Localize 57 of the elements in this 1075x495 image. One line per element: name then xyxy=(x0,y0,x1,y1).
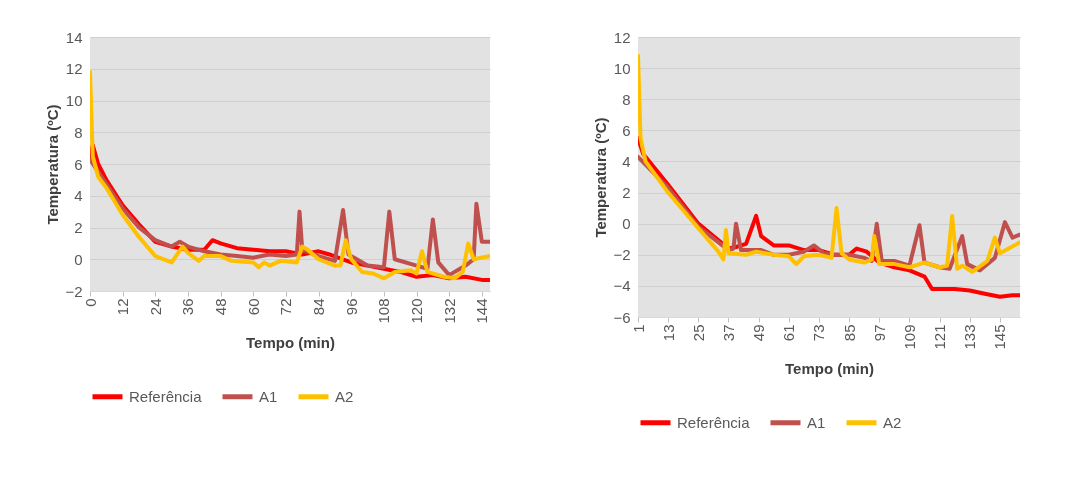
x-tick-label: 108 xyxy=(375,298,393,324)
x-tick-label: 132 xyxy=(440,298,458,324)
x-tick-label: 133 xyxy=(961,324,979,350)
x-tick-label: 144 xyxy=(473,298,491,324)
x-axis-title: Tempo (min) xyxy=(246,333,335,351)
x-tick-label: 84 xyxy=(310,298,328,316)
y-axis-title: Temperatura (ºC) xyxy=(592,117,610,238)
y-tick-label: 8 xyxy=(74,123,83,141)
y-axis-title: Temperatura (ºC) xyxy=(44,104,62,225)
x-tick-label: 97 xyxy=(870,324,888,342)
y-tick-label: 0 xyxy=(74,250,83,268)
x-tick-label: 1 xyxy=(629,324,647,333)
y-tick-label: −6 xyxy=(613,308,631,326)
legend-label: A2 xyxy=(335,387,354,405)
x-tick-label: 73 xyxy=(810,324,828,342)
y-tick-label: 6 xyxy=(622,121,631,139)
x-tick-label: 85 xyxy=(840,324,858,342)
x-axis-title: Tempo (min) xyxy=(785,359,874,377)
y-tick-label: 2 xyxy=(622,184,631,202)
y-tick-label: −2 xyxy=(613,246,631,264)
y-tick-label: 0 xyxy=(622,215,631,233)
x-tick-label: 121 xyxy=(931,324,949,350)
x-tick-label: 109 xyxy=(900,324,918,350)
x-tick-label: 37 xyxy=(719,324,737,342)
y-tick-label: −2 xyxy=(65,282,83,300)
y-tick-label: 8 xyxy=(622,90,631,108)
legend-label: A1 xyxy=(259,387,278,405)
legend-label: A1 xyxy=(807,413,826,431)
line-series xyxy=(638,53,1020,274)
y-tick-label: 14 xyxy=(65,28,83,46)
x-tick-label: 13 xyxy=(659,324,677,342)
x-tick-label: 12 xyxy=(114,298,132,316)
x-tick-label: 49 xyxy=(750,324,768,342)
x-tick-label: 48 xyxy=(212,298,230,316)
x-tick-label: 0 xyxy=(81,298,99,307)
y-tick-label: 10 xyxy=(65,92,83,109)
legend-label: A2 xyxy=(883,413,902,431)
x-tick-label: 96 xyxy=(342,298,360,316)
y-tick-label: 10 xyxy=(613,59,631,77)
y-tick-label: 12 xyxy=(613,28,631,46)
x-tick-label: 120 xyxy=(408,298,426,324)
legend-label: Referência xyxy=(129,387,203,405)
x-tick-label: 36 xyxy=(179,298,197,316)
x-tick-label: 145 xyxy=(991,324,1009,350)
x-tick-label: 72 xyxy=(277,298,295,316)
y-tick-label: −4 xyxy=(613,277,631,295)
x-tick-label: 25 xyxy=(689,324,707,342)
y-tick-label: 6 xyxy=(74,155,83,173)
x-tick-label: 24 xyxy=(146,298,164,316)
x-tick-label: 61 xyxy=(780,324,798,342)
y-tick-label: 4 xyxy=(622,152,631,170)
line-series xyxy=(90,69,490,281)
x-tick-label: 60 xyxy=(244,298,262,316)
y-tick-label: 2 xyxy=(74,219,83,236)
y-tick-label: 4 xyxy=(74,187,83,205)
legend-label: Referência xyxy=(677,413,751,431)
y-tick-label: 12 xyxy=(65,60,83,78)
